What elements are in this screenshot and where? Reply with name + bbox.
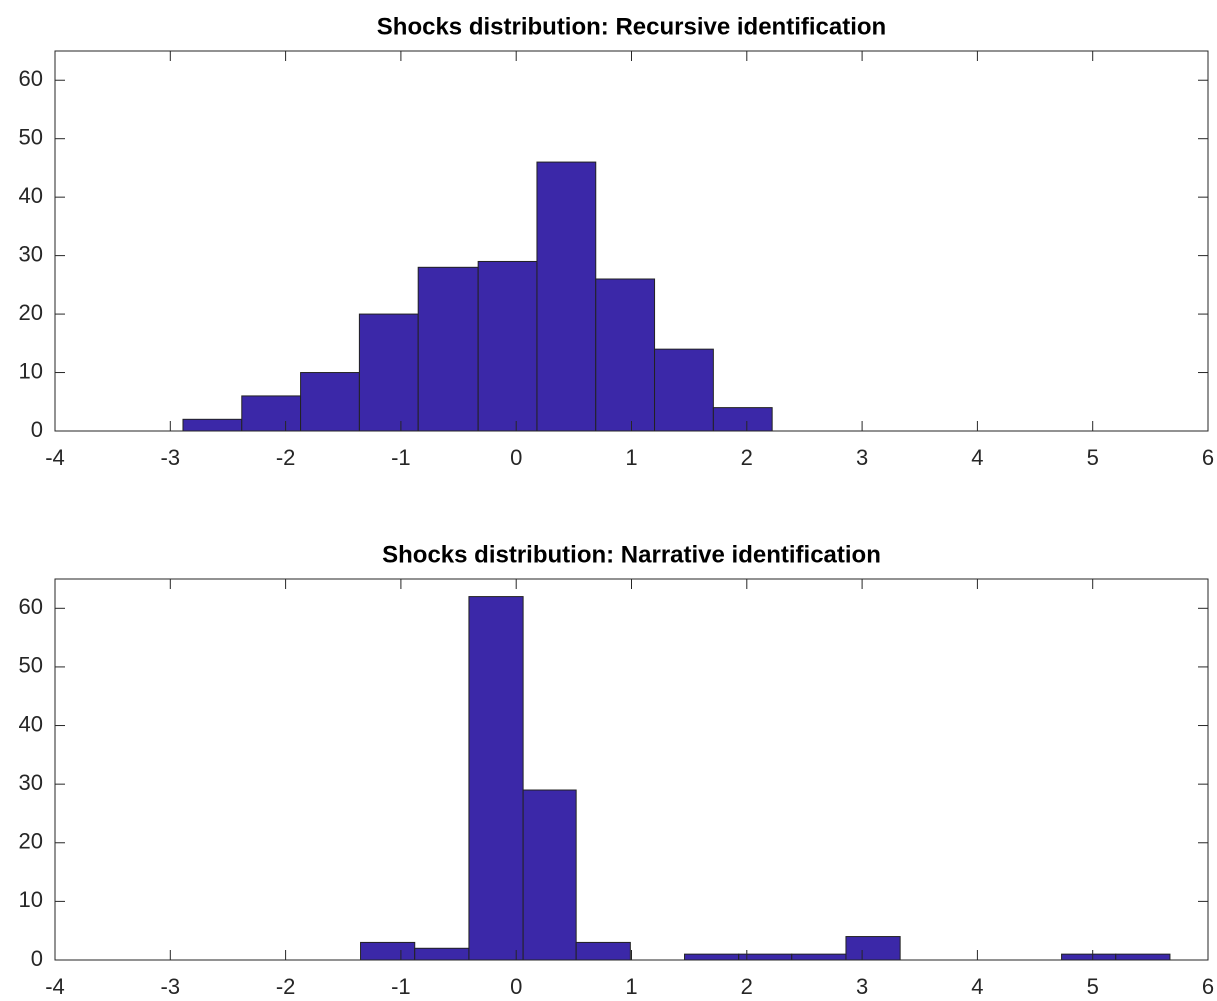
x-tick-label: 5 <box>1087 445 1099 470</box>
x-tick-label: -1 <box>391 445 411 470</box>
bar <box>845 936 901 961</box>
y-tick-label: 60 <box>19 594 43 619</box>
x-tick-label: 1 <box>625 445 637 470</box>
y-tick-label: 0 <box>31 417 43 442</box>
x-tick-label: 0 <box>510 445 522 470</box>
bar <box>358 313 419 432</box>
bar <box>477 260 538 432</box>
x-tick-label: -3 <box>161 974 181 999</box>
bar <box>468 596 524 961</box>
x-tick-label: -1 <box>391 974 411 999</box>
x-tick-label: -4 <box>45 445 65 470</box>
bar <box>182 418 243 432</box>
bar <box>360 941 416 961</box>
bar <box>414 947 470 961</box>
x-tick-label: 4 <box>971 445 983 470</box>
bar <box>241 395 302 432</box>
bar <box>575 941 631 961</box>
x-tick-label: 3 <box>856 445 868 470</box>
x-tick-label: -4 <box>45 974 65 999</box>
x-tick-label: 2 <box>741 445 753 470</box>
x-tick-label: 3 <box>856 974 868 999</box>
bar <box>536 161 597 432</box>
bar <box>791 953 847 961</box>
x-tick-label: -3 <box>161 445 181 470</box>
y-tick-label: 50 <box>19 653 43 678</box>
bar <box>712 407 773 432</box>
x-tick-label: 0 <box>510 974 522 999</box>
bar <box>300 372 360 432</box>
y-tick-label: 60 <box>19 66 43 91</box>
x-tick-label: -2 <box>276 974 296 999</box>
y-tick-label: 30 <box>19 770 43 795</box>
bar <box>595 278 656 432</box>
y-tick-label: 10 <box>19 358 43 383</box>
chart-title: Shocks distribution: Recursive identific… <box>377 13 886 40</box>
x-tick-label: 4 <box>971 974 983 999</box>
x-tick-label: 5 <box>1087 974 1099 999</box>
bar <box>1061 953 1117 961</box>
bar <box>522 789 577 961</box>
bar <box>1115 953 1171 961</box>
x-tick-label: 6 <box>1202 974 1214 999</box>
bar <box>417 266 479 432</box>
x-tick-label: 6 <box>1202 445 1214 470</box>
plot-area <box>55 579 1208 960</box>
y-tick-label: 20 <box>19 300 43 325</box>
y-tick-label: 0 <box>31 946 43 971</box>
y-tick-label: 50 <box>19 125 43 150</box>
y-tick-label: 10 <box>19 887 43 912</box>
x-tick-label: 1 <box>625 974 637 999</box>
y-tick-label: 40 <box>19 711 43 736</box>
x-tick-label: 2 <box>741 974 753 999</box>
y-tick-label: 40 <box>19 183 43 208</box>
chart-title: Shocks distribution: Narrative identific… <box>382 541 881 568</box>
x-tick-label: -2 <box>276 445 296 470</box>
y-tick-label: 20 <box>19 829 43 854</box>
y-tick-label: 30 <box>19 241 43 266</box>
bar <box>654 348 714 432</box>
bar <box>684 953 740 961</box>
